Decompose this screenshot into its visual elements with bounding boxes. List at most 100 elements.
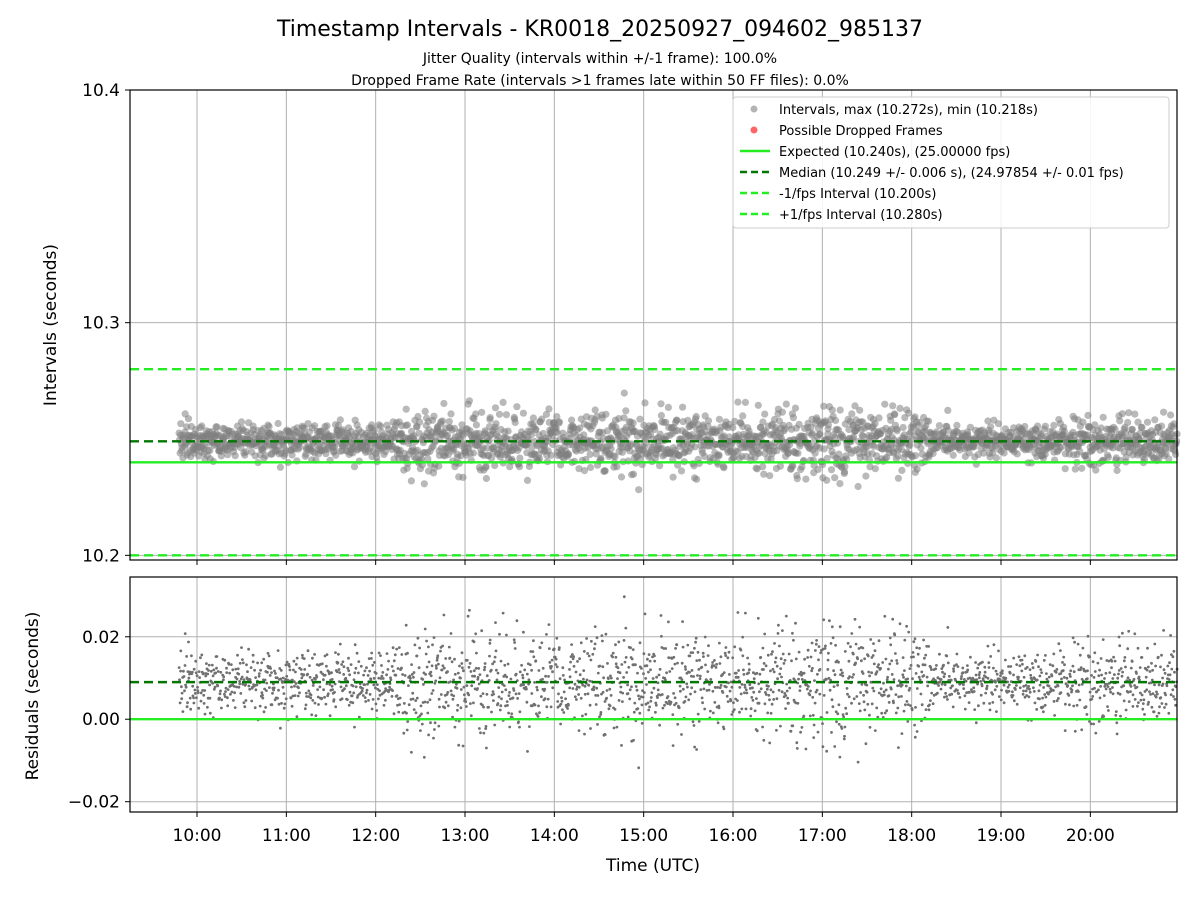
- residual-point: [646, 701, 650, 705]
- residual-point: [718, 641, 721, 645]
- residual-point: [839, 673, 842, 676]
- residual-point: [600, 692, 603, 696]
- residual-point: [656, 688, 660, 692]
- residual-point: [235, 685, 239, 689]
- residual-point: [391, 689, 394, 692]
- residual-point: [389, 678, 393, 682]
- residual-point: [784, 707, 787, 710]
- interval-point: [1131, 410, 1139, 418]
- residual-point: [199, 699, 203, 703]
- residual-point: [602, 676, 605, 680]
- residual-point: [963, 707, 967, 711]
- residual-point: [1173, 670, 1176, 674]
- residual-point: [743, 691, 746, 695]
- residual-point: [688, 670, 691, 674]
- residual-point: [266, 651, 270, 655]
- residual-point: [1167, 678, 1171, 681]
- residual-point: [334, 651, 337, 654]
- residual-point: [375, 709, 379, 712]
- residual-point: [353, 671, 357, 675]
- interval-point: [966, 423, 975, 431]
- residual-point: [900, 732, 904, 735]
- residual-point: [857, 702, 861, 705]
- residual-point: [692, 724, 696, 727]
- residual-point: [538, 711, 541, 715]
- residual-point: [612, 726, 616, 730]
- interval-point: [336, 416, 344, 424]
- residual-point: [341, 660, 345, 664]
- residual-point: [813, 679, 816, 682]
- residual-point: [415, 654, 419, 658]
- residual-point: [435, 666, 438, 670]
- residual-point: [398, 696, 402, 700]
- residual-point: [744, 707, 748, 711]
- residual-point: [764, 691, 767, 694]
- residual-point: [751, 686, 754, 690]
- x-tick-label: 20:00: [1066, 826, 1115, 846]
- residual-point: [1169, 693, 1173, 697]
- residual-point: [254, 676, 257, 679]
- residual-point: [468, 662, 472, 665]
- residual-point: [1081, 646, 1085, 650]
- residual-point: [691, 720, 695, 724]
- residual-point: [630, 685, 633, 689]
- residual-point: [630, 657, 634, 661]
- residual-point: [1031, 666, 1035, 670]
- residual-point: [419, 729, 422, 732]
- residual-point: [794, 657, 798, 661]
- residual-point: [1169, 634, 1172, 637]
- residual-point: [1117, 669, 1121, 672]
- residual-point: [800, 726, 804, 729]
- residual-point: [199, 691, 203, 695]
- residual-point: [943, 683, 947, 687]
- residual-point: [1012, 699, 1016, 703]
- residual-point: [832, 685, 836, 688]
- residual-point: [704, 663, 707, 667]
- interval-point: [944, 406, 952, 414]
- intervals-y-tick-label: 10.3: [82, 314, 120, 334]
- residual-point: [906, 703, 910, 706]
- residual-point: [1093, 651, 1097, 655]
- residual-point: [473, 674, 476, 678]
- residual-point: [747, 662, 751, 666]
- residual-point: [707, 644, 710, 648]
- residual-point: [1161, 682, 1165, 686]
- residual-point: [696, 674, 699, 677]
- residual-point: [974, 661, 977, 664]
- interval-point: [1050, 421, 1058, 429]
- residual-point: [943, 695, 946, 699]
- residual-point: [632, 738, 635, 742]
- residual-point: [870, 656, 874, 659]
- residual-point: [1126, 690, 1130, 694]
- residual-point: [1100, 673, 1103, 677]
- residual-point: [860, 683, 864, 686]
- residual-point: [861, 672, 865, 675]
- residual-point: [242, 678, 246, 681]
- residual-point: [825, 711, 829, 714]
- residual-point: [1055, 699, 1059, 703]
- residual-point: [571, 653, 574, 656]
- residual-point: [599, 713, 603, 716]
- residual-point: [196, 685, 199, 689]
- residual-point: [488, 641, 492, 645]
- residual-point: [942, 675, 946, 679]
- residual-point: [1008, 671, 1012, 675]
- residual-point: [530, 692, 534, 695]
- residual-point: [821, 745, 825, 749]
- interval-point: [741, 398, 750, 406]
- residual-point: [194, 659, 198, 663]
- residual-point: [261, 696, 265, 700]
- residual-point: [743, 683, 747, 687]
- residual-point: [690, 686, 694, 690]
- residual-point: [532, 639, 535, 643]
- interval-point: [1071, 465, 1079, 473]
- residual-point: [237, 685, 241, 689]
- interval-point: [635, 486, 643, 494]
- residual-point: [832, 669, 835, 673]
- residual-point: [177, 666, 181, 669]
- residual-point: [747, 668, 751, 672]
- residual-point: [792, 638, 795, 642]
- residual-point: [1173, 697, 1177, 701]
- residual-point: [383, 689, 387, 693]
- residual-point: [591, 652, 595, 656]
